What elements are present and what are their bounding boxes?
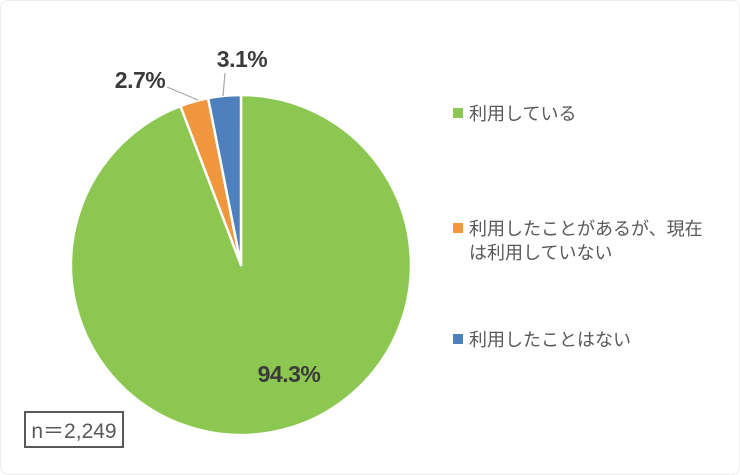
legend-label-used-before: 利用したことがあるが、現在は利用していない <box>469 219 703 263</box>
sample-size-box: n＝2,249 <box>24 411 124 448</box>
legend-item-used-before: 利用したことがあるが、現在は利用していない <box>453 217 715 265</box>
leader-line-blue-slice <box>222 72 226 97</box>
leader-line-orange-slice <box>166 86 199 101</box>
legend-item-never-used: 利用したことはない <box>453 328 715 352</box>
sample-size-label: n＝2,249 <box>31 419 117 443</box>
data-label-orange-slice: 2.7% <box>115 67 165 93</box>
legend-item-using: 利用している <box>453 102 715 126</box>
pie-slices-group <box>69 93 413 437</box>
legend-swatch-orange <box>453 223 463 233</box>
pie-slice-2 <box>206 93 243 267</box>
legend-swatch-green <box>453 108 463 118</box>
legend-swatch-blue <box>453 334 463 344</box>
legend-label-never-used: 利用したことはない <box>469 330 631 350</box>
data-label-blue-slice: 3.1% <box>217 46 267 72</box>
data-label-green-slice: 94.3% <box>258 361 321 387</box>
legend-label-using: 利用している <box>469 104 577 124</box>
